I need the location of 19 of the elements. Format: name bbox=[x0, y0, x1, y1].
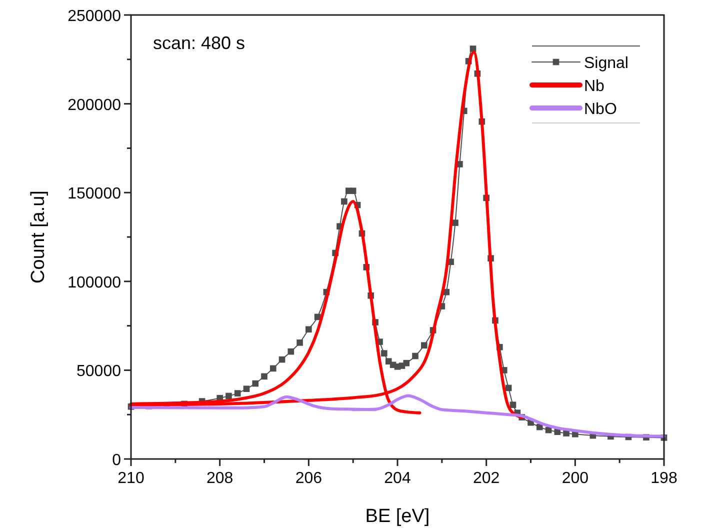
x-tick-label: 200 bbox=[562, 470, 589, 487]
y-tick-label: 50000 bbox=[76, 363, 122, 380]
y-tick-label: 250000 bbox=[68, 8, 122, 25]
y-tick-label: 0 bbox=[112, 452, 122, 469]
legend-label: NbO bbox=[584, 101, 617, 118]
legend-label: Nb bbox=[584, 78, 605, 95]
legend-label: Signal bbox=[584, 55, 628, 72]
annotation: scan: 480 s bbox=[153, 33, 246, 53]
x-tick-label: 198 bbox=[650, 470, 678, 487]
x-tick-label: 210 bbox=[118, 470, 144, 487]
y-axis-title: Count [a.u] bbox=[28, 190, 49, 284]
y-tick-label: 100000 bbox=[68, 274, 122, 292]
x-tick-label: 208 bbox=[206, 470, 234, 487]
x-tick-label: 202 bbox=[472, 470, 500, 487]
x-tick-label: 204 bbox=[384, 470, 411, 487]
x-axis-title: BE [eV] bbox=[365, 506, 430, 527]
x-tick-label: 206 bbox=[295, 470, 322, 487]
y-tick-label: 200000 bbox=[68, 96, 122, 114]
y-tick-label: 150000 bbox=[68, 186, 122, 203]
